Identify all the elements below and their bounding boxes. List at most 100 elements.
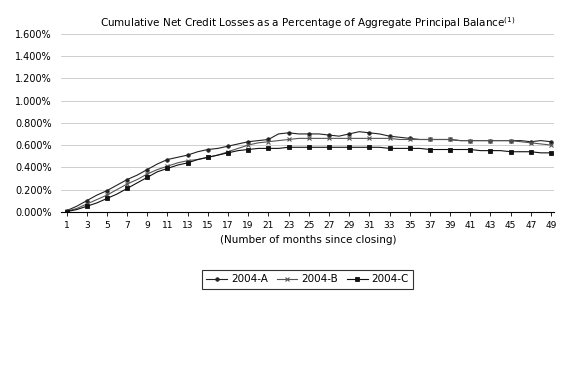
2004-B [225,150,232,154]
2004-A [406,136,413,141]
2004-B [376,136,383,141]
2004-C [305,145,312,150]
2004-C [194,157,201,162]
2004-C [325,145,332,150]
2004-A [538,138,545,143]
2004-C [214,153,221,157]
2004-B [275,138,282,143]
2004-A [467,138,474,143]
2004-A [527,140,534,144]
2004-A [235,142,241,146]
2004-B [154,167,161,172]
2004-C [427,147,434,152]
2004-A [416,137,423,142]
2004-C [63,209,70,214]
2004-C [134,181,141,185]
2004-C [84,204,90,209]
2004-A [345,132,352,136]
2004-B [325,136,332,141]
2004-B [406,137,413,142]
2004-A [245,140,252,144]
2004-A [366,131,373,135]
2004-C [275,146,282,151]
2004-B [447,137,454,142]
2004-C [295,145,302,150]
2004-C [93,201,100,205]
2004-B [487,138,494,143]
Line: 2004-A: 2004-A [65,130,553,212]
2004-A [265,137,272,142]
2004-C [345,145,352,150]
2004-A [184,153,191,157]
2004-B [134,177,141,182]
2004-B [164,164,171,169]
2004-C [164,166,171,171]
2004-C [73,207,80,212]
2004-B [214,153,221,157]
2004-A [73,204,80,209]
2004-B [366,136,373,141]
2004-A [396,135,403,140]
2004-B [497,138,504,143]
2004-B [285,137,292,142]
2004-C [386,146,393,151]
2004-C [285,145,292,150]
2004-B [265,140,272,144]
2004-B [305,136,312,141]
2004-C [547,151,554,155]
2004-A [356,129,363,134]
2004-B [104,193,110,198]
2004-B [456,138,463,143]
2004-B [416,137,423,142]
2004-B [336,136,343,141]
2004-B [396,137,403,142]
2004-B [245,143,252,147]
2004-B [507,138,514,143]
2004-C [538,151,545,155]
2004-C [507,150,514,154]
2004-C [356,145,363,150]
2004-B [84,202,90,206]
2004-A [386,134,393,138]
2004-A [436,137,443,142]
2004-C [406,146,413,151]
2004-C [255,146,262,151]
2004-C [104,196,110,201]
2004-C [477,148,484,153]
2004-B [517,140,524,144]
2004-A [477,138,484,143]
2004-A [295,132,302,136]
2004-A [164,157,171,162]
2004-C [416,146,423,151]
2004-B [356,136,363,141]
X-axis label: (Number of months since closing): (Number of months since closing) [220,235,396,246]
2004-A [154,162,161,166]
Legend: 2004-A, 2004-B, 2004-C: 2004-A, 2004-B, 2004-C [202,270,413,289]
2004-C [366,145,373,150]
2004-C [265,146,272,151]
2004-C [114,192,121,196]
2004-C [527,150,534,154]
2004-C [174,163,181,167]
2004-A [144,167,150,172]
2004-B [255,141,262,145]
2004-C [204,155,211,160]
Line: 2004-B: 2004-B [64,136,554,214]
2004-C [436,147,443,152]
2004-C [154,170,161,174]
2004-C [487,148,494,153]
2004-A [376,132,383,136]
2004-A [487,138,494,143]
2004-C [376,145,383,150]
2004-B [184,158,191,163]
2004-B [386,136,393,141]
Line: 2004-C: 2004-C [65,145,553,214]
2004-B [527,141,534,145]
Title: Cumulative Net Credit Losses as a Percentage of Aggregate Principal Balance$^{(1: Cumulative Net Credit Losses as a Percen… [100,15,515,31]
2004-C [245,147,252,152]
2004-B [547,143,554,147]
2004-B [538,142,545,146]
2004-C [235,148,241,153]
2004-B [124,182,130,186]
2004-B [174,161,181,165]
